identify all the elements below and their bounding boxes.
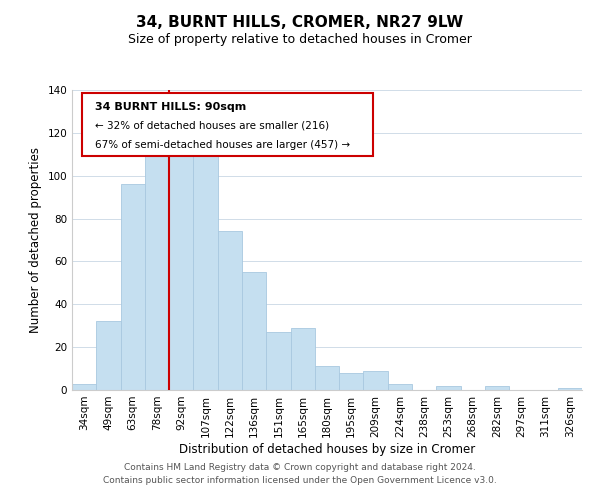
Bar [72, 384, 96, 390]
Bar [121, 184, 145, 390]
Bar [242, 272, 266, 390]
Bar [145, 148, 169, 390]
Bar [169, 148, 193, 390]
Bar [315, 366, 339, 390]
Bar [96, 322, 121, 390]
Text: 34 BURNT HILLS: 90sqm: 34 BURNT HILLS: 90sqm [95, 102, 246, 112]
Text: ← 32% of detached houses are smaller (216): ← 32% of detached houses are smaller (21… [95, 120, 329, 130]
Bar [388, 384, 412, 390]
Text: Contains public sector information licensed under the Open Government Licence v3: Contains public sector information licen… [103, 476, 497, 485]
Text: Contains HM Land Registry data © Crown copyright and database right 2024.: Contains HM Land Registry data © Crown c… [124, 464, 476, 472]
Bar [485, 386, 509, 390]
Bar [218, 232, 242, 390]
Bar [339, 373, 364, 390]
Bar [290, 328, 315, 390]
Bar [266, 332, 290, 390]
Bar [364, 370, 388, 390]
X-axis label: Distribution of detached houses by size in Cromer: Distribution of detached houses by size … [179, 442, 475, 456]
FancyBboxPatch shape [82, 93, 373, 156]
Bar [558, 388, 582, 390]
Text: Size of property relative to detached houses in Cromer: Size of property relative to detached ho… [128, 32, 472, 46]
Bar [193, 156, 218, 390]
Y-axis label: Number of detached properties: Number of detached properties [29, 147, 42, 333]
Text: 34, BURNT HILLS, CROMER, NR27 9LW: 34, BURNT HILLS, CROMER, NR27 9LW [136, 15, 464, 30]
Bar [436, 386, 461, 390]
Text: 67% of semi-detached houses are larger (457) →: 67% of semi-detached houses are larger (… [95, 140, 350, 149]
